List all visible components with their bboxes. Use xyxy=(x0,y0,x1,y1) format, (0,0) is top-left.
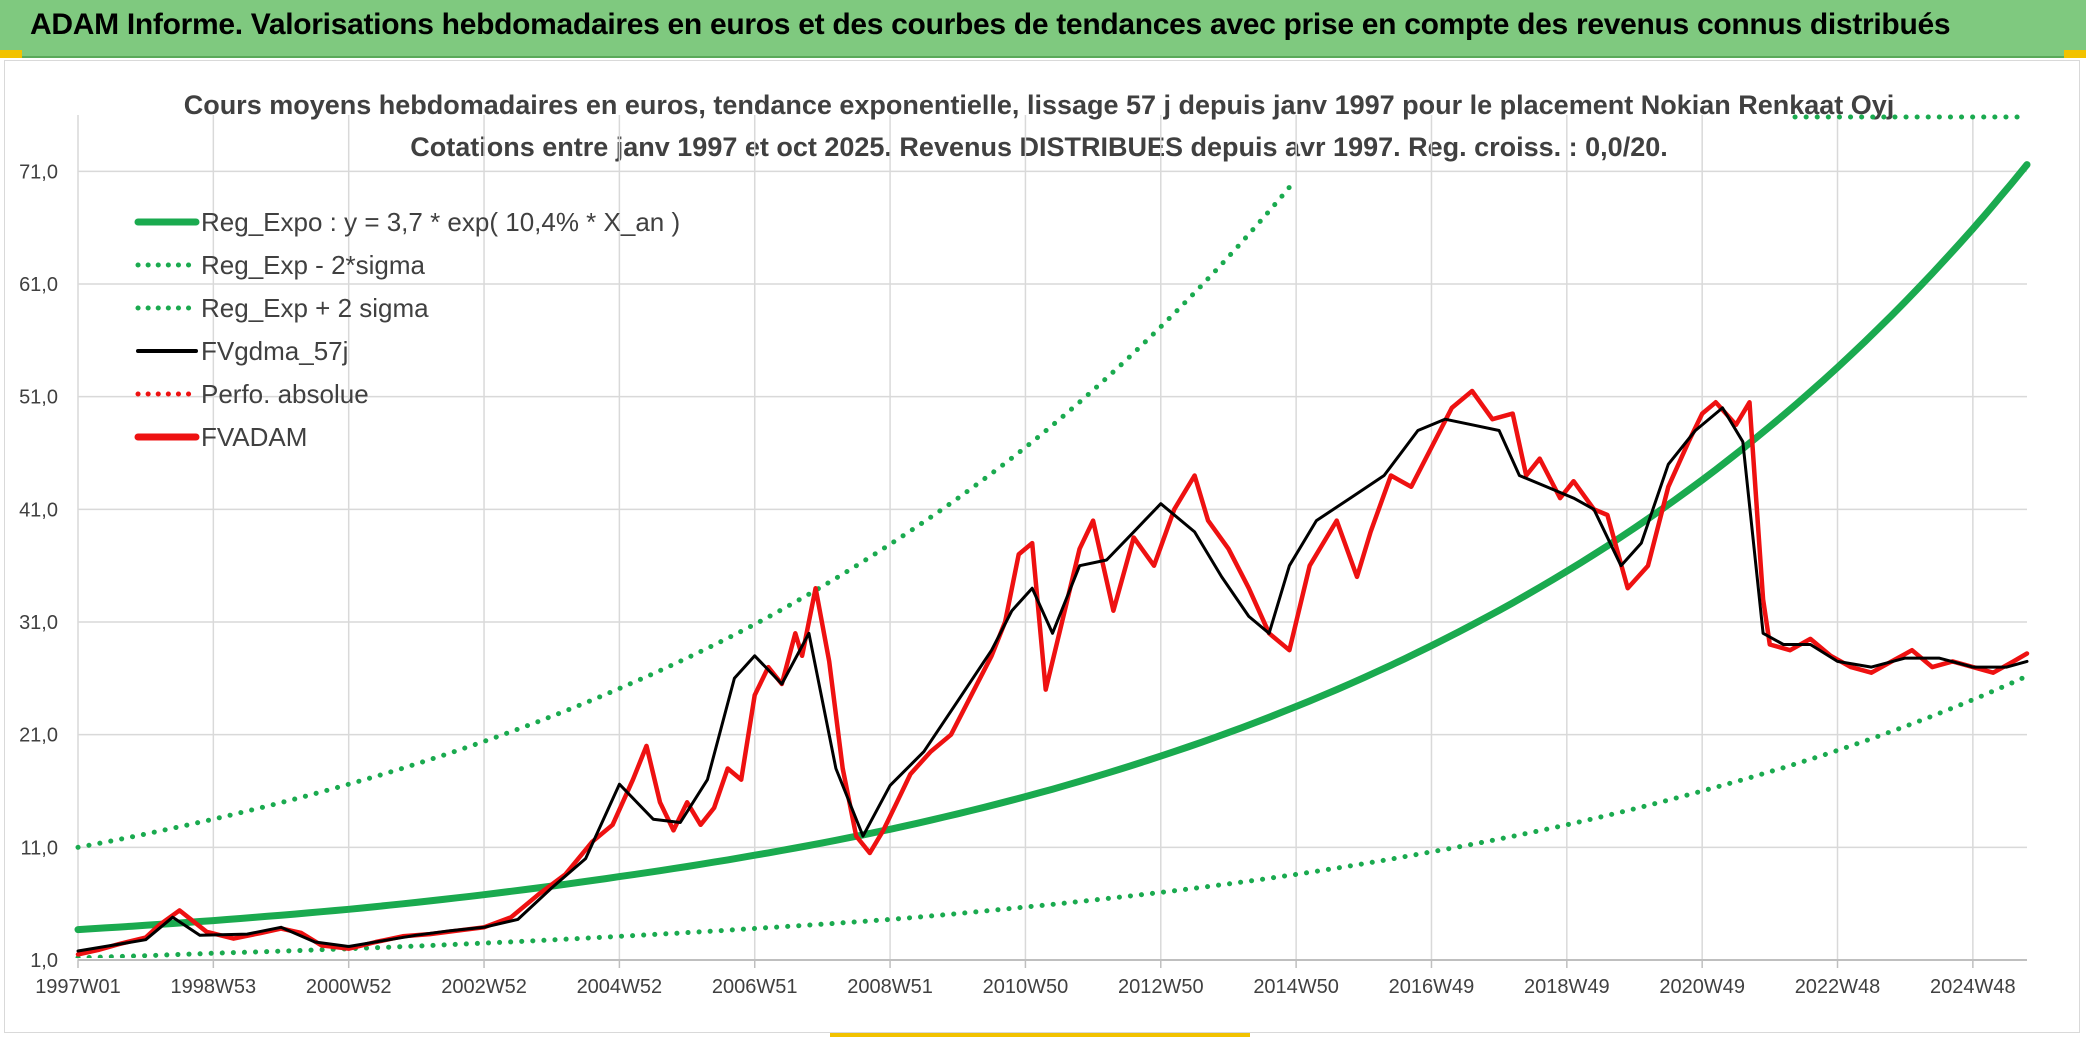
series-line-reg-expo xyxy=(74,161,2031,934)
series xyxy=(74,161,2031,958)
y-tick-label: 41,0 xyxy=(19,499,58,521)
x-tick-label: 2012W50 xyxy=(1118,976,1204,998)
legend-label: Reg_Exp + 2 sigma xyxy=(201,293,429,323)
corner-accent-left xyxy=(0,50,22,58)
series-line-fvadam xyxy=(75,388,2030,957)
y-tick-label: 1,0 xyxy=(30,950,58,972)
series-line-reg-exp-2-sigma xyxy=(75,673,2030,958)
x-tick-label: 1997W01 xyxy=(35,976,121,998)
y-tick-label: 21,0 xyxy=(19,725,58,747)
y-tick-label: 11,0 xyxy=(21,837,58,859)
y-tick-label: 31,0 xyxy=(19,612,58,634)
legend-label: Reg_Expo : y = 3,7 * exp( 10,4% * X_an ) xyxy=(201,207,680,237)
axes: 1,0 11,0 21,0 31,0 41,0 51,0 61,0 71,0 1997W01 19… xyxy=(19,161,2027,998)
header-title: ADAM Informe. Valorisations hebdomadaire… xyxy=(30,8,1951,41)
x-tick-label: 2024W48 xyxy=(1930,976,2016,998)
legend-label: Perfo. absolue xyxy=(201,379,369,409)
x-tick-label: 2006W51 xyxy=(712,976,798,998)
corner-accent-right xyxy=(2064,50,2086,58)
chart-frame xyxy=(4,60,2080,1033)
x-tick-label: 2016W49 xyxy=(1389,976,1475,998)
x-tick-label: 2014W50 xyxy=(1253,976,1339,998)
x-tick-label: 2008W51 xyxy=(847,976,933,998)
legend: Reg_Expo : y = 3,7 * exp( 10,4% * X_an )… xyxy=(134,207,680,452)
x-tick-label: 2018W49 xyxy=(1524,976,1610,998)
x-tick-label: 2010W50 xyxy=(983,976,1069,998)
legend-label: Reg_Exp - 2*sigma xyxy=(201,250,426,280)
header-bar: ADAM Informe. Valorisations hebdomadaire… xyxy=(0,0,2086,58)
y-tick-label: 51,0 xyxy=(19,387,58,409)
bottom-accent xyxy=(830,1033,1250,1037)
x-tick-label: 2022W48 xyxy=(1795,976,1881,998)
chart-title: Cours moyens hebdomadaires en euros, ten… xyxy=(184,90,1895,120)
x-tick-label: 2004W52 xyxy=(577,976,663,998)
legend-label: FVgdma_57j xyxy=(201,336,348,366)
series-line-fvgdma-57j xyxy=(76,406,2029,953)
chart-subtitle: Cotations entre janv 1997 et oct 2025. R… xyxy=(410,132,1668,162)
x-tick-label: 1998W53 xyxy=(171,976,257,998)
y-tick-label: 71,0 xyxy=(19,161,58,183)
legend-label: FVADAM xyxy=(201,422,307,452)
y-tick-label: 61,0 xyxy=(19,274,58,296)
x-tick-label: 2020W49 xyxy=(1659,976,1745,998)
x-tick-label: 2000W52 xyxy=(306,976,392,998)
x-tick-label: 2002W52 xyxy=(441,976,527,998)
grid xyxy=(77,115,2027,961)
